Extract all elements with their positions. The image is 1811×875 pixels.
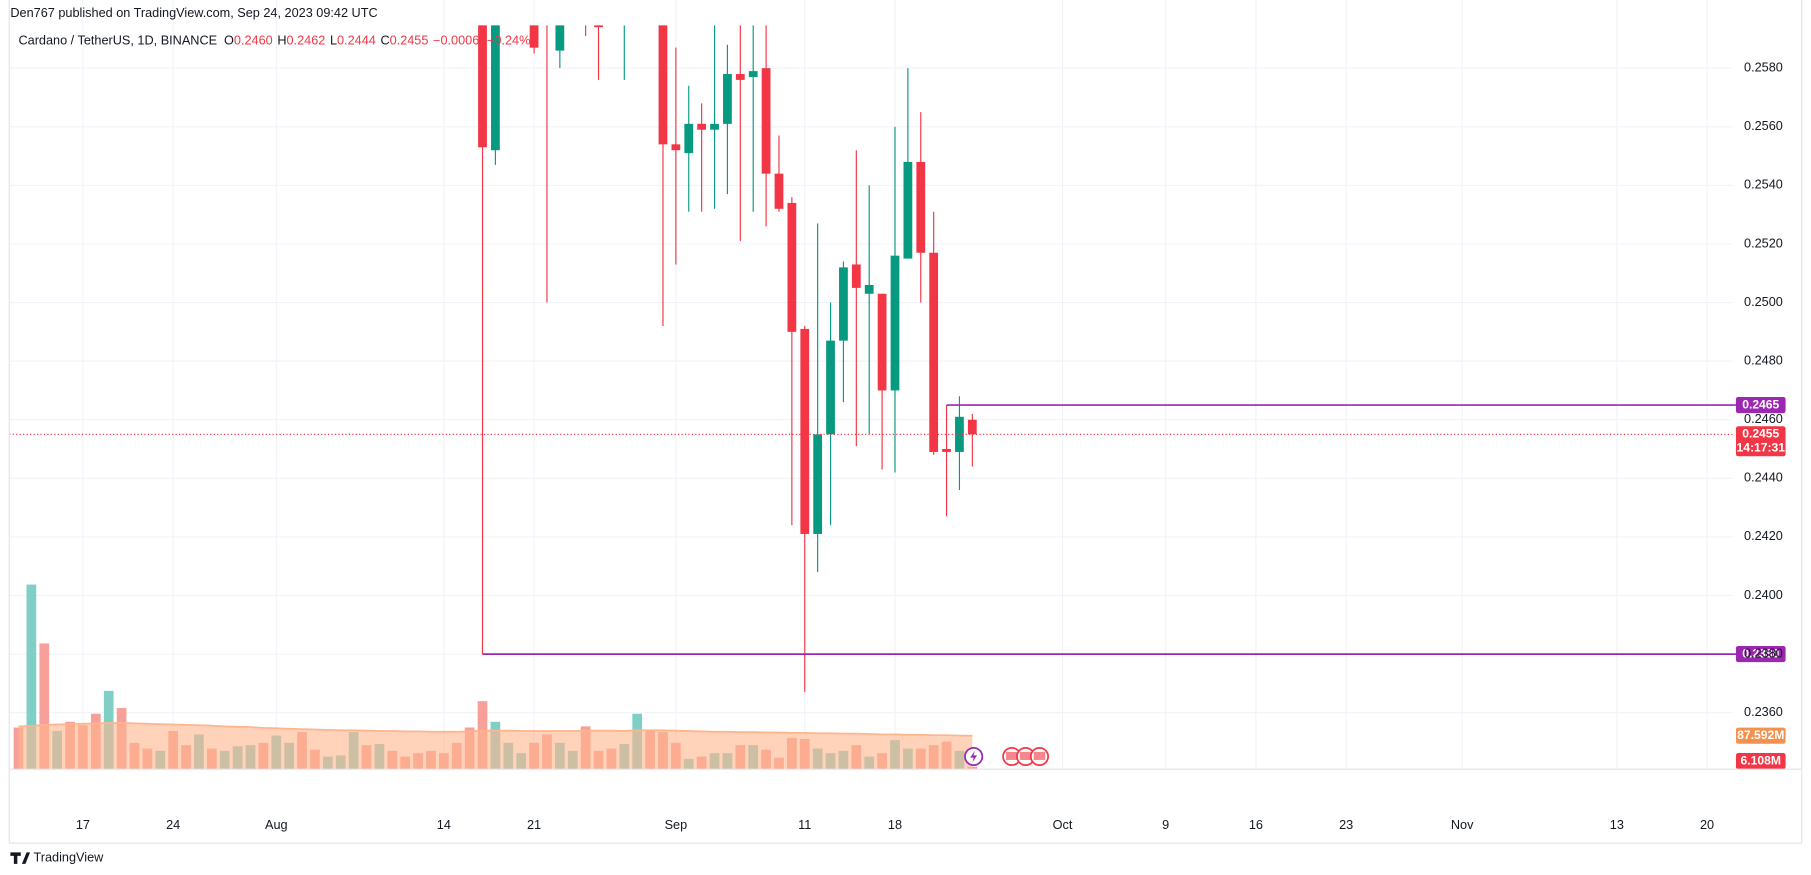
event-icon bbox=[1019, 751, 1032, 760]
ohlc-key: H bbox=[277, 34, 286, 48]
level-label: 0.2465 bbox=[1742, 397, 1779, 411]
candle-body bbox=[890, 255, 900, 391]
candle-body bbox=[555, 25, 565, 51]
y-tick-label: 0.2380 bbox=[1744, 646, 1783, 660]
ohlc-value: 0.2444 bbox=[337, 34, 376, 48]
y-tick-label: 0.2540 bbox=[1744, 178, 1783, 192]
candle-body bbox=[864, 284, 874, 294]
y-tick-label: 0.2580 bbox=[1744, 61, 1783, 75]
x-tick-label: Sep bbox=[665, 818, 688, 832]
level-tag bbox=[1735, 645, 1786, 663]
y-tick-label: 0.2400 bbox=[1744, 588, 1783, 602]
candle-body bbox=[851, 264, 861, 288]
candle-body bbox=[929, 252, 939, 452]
event-icon bbox=[1005, 751, 1018, 760]
y-tick-label: 0.2520 bbox=[1744, 236, 1783, 250]
last-price-label: 0.2455 bbox=[1742, 427, 1779, 441]
x-tick-label: Aug bbox=[265, 818, 288, 832]
candle-body bbox=[839, 267, 848, 341]
brand-logo bbox=[10, 852, 31, 864]
y-tick-label: 0.2560 bbox=[1744, 119, 1783, 133]
x-tick-label: 16 bbox=[1249, 818, 1263, 832]
event-icons bbox=[964, 746, 1050, 767]
x-tick-label: Nov bbox=[1451, 818, 1474, 832]
candle-body bbox=[761, 68, 771, 174]
x-tick-label: 11 bbox=[798, 818, 811, 832]
brand: TradingView bbox=[10, 850, 104, 864]
candle-body bbox=[671, 144, 681, 151]
candle-body bbox=[942, 449, 951, 452]
volume-tag bbox=[1735, 753, 1786, 770]
event-icon bbox=[970, 750, 978, 763]
candle-body bbox=[735, 74, 745, 80]
volume-ma-tag bbox=[1735, 727, 1786, 744]
event-icon bbox=[1033, 751, 1046, 760]
x-tick-label: 9 bbox=[1162, 818, 1169, 832]
x-tick-label: Oct bbox=[1053, 818, 1073, 832]
x-tick-label: 14 bbox=[437, 818, 451, 832]
published-note: Den767 published on TradingView.com, Sep… bbox=[10, 6, 377, 20]
x-tick-label: 18 bbox=[888, 818, 902, 832]
candle-body bbox=[967, 419, 977, 435]
candle-body bbox=[903, 161, 913, 259]
level-label: 0.2380 bbox=[1742, 646, 1779, 660]
y-tick-label: 0.2420 bbox=[1744, 529, 1783, 543]
volume-pane bbox=[13, 584, 978, 770]
candle-body bbox=[710, 123, 719, 130]
change: −0.0006 (−0.24%) bbox=[433, 34, 535, 48]
volume-ma-line bbox=[18, 722, 973, 737]
x-tick-label: 23 bbox=[1339, 818, 1353, 832]
volume-bar bbox=[26, 584, 37, 770]
candle-body bbox=[748, 71, 758, 77]
candle-body bbox=[684, 123, 694, 154]
candle-body bbox=[491, 25, 500, 151]
y-tick-label: 0.2480 bbox=[1744, 353, 1783, 367]
candle-body bbox=[594, 25, 603, 28]
x-tick-label: 21 bbox=[527, 818, 541, 832]
y-tick-label: 0.2460 bbox=[1744, 412, 1783, 426]
y-tick-label: 0.2360 bbox=[1744, 705, 1783, 719]
volume-bar bbox=[39, 643, 50, 770]
x-tick-label: 24 bbox=[166, 818, 180, 832]
level-tag bbox=[1735, 396, 1786, 414]
last-price-tag bbox=[1735, 426, 1786, 457]
candle-body bbox=[478, 25, 487, 148]
y-tick-label: 0.2500 bbox=[1744, 295, 1783, 309]
ohlc-value: 0.2462 bbox=[287, 34, 326, 48]
countdown-label: 14:17:31 bbox=[1737, 440, 1786, 454]
x-tick-label: 13 bbox=[1610, 818, 1624, 832]
volume-ma-area bbox=[18, 722, 973, 770]
candle-body bbox=[916, 161, 926, 253]
ohlc-key: O bbox=[224, 34, 234, 48]
candle-body bbox=[529, 25, 539, 48]
candle-body bbox=[813, 434, 823, 534]
candle-body bbox=[697, 123, 707, 130]
candles bbox=[478, 25, 977, 693]
ohlc-key: L bbox=[330, 34, 337, 48]
symbol: Cardano / TetherUS, 1D, BINANCE bbox=[18, 34, 217, 48]
ohlc-value: 0.2460 bbox=[234, 34, 273, 48]
candle-body bbox=[723, 74, 732, 124]
x-tick-label: 17 bbox=[76, 818, 90, 832]
volume-label: 6.108M bbox=[1741, 753, 1781, 767]
candle-body bbox=[787, 202, 797, 332]
candle-body bbox=[800, 328, 810, 534]
grid bbox=[9, 0, 1733, 770]
candle-body bbox=[826, 340, 835, 435]
candle-body bbox=[658, 25, 668, 145]
volume-ma-label: 87.592M bbox=[1737, 728, 1784, 742]
legend: Cardano / TetherUS, 1D, BINANCE O0.2460 H0… bbox=[18, 34, 534, 48]
brand-name: TradingView bbox=[33, 850, 104, 864]
candle-body bbox=[877, 293, 887, 391]
x-tick-label: 20 bbox=[1700, 818, 1714, 832]
ohlc-value: 0.2455 bbox=[390, 34, 429, 48]
ohlc-key: C bbox=[380, 34, 389, 48]
candle-body bbox=[774, 173, 784, 209]
y-tick-label: 0.2440 bbox=[1744, 471, 1783, 485]
